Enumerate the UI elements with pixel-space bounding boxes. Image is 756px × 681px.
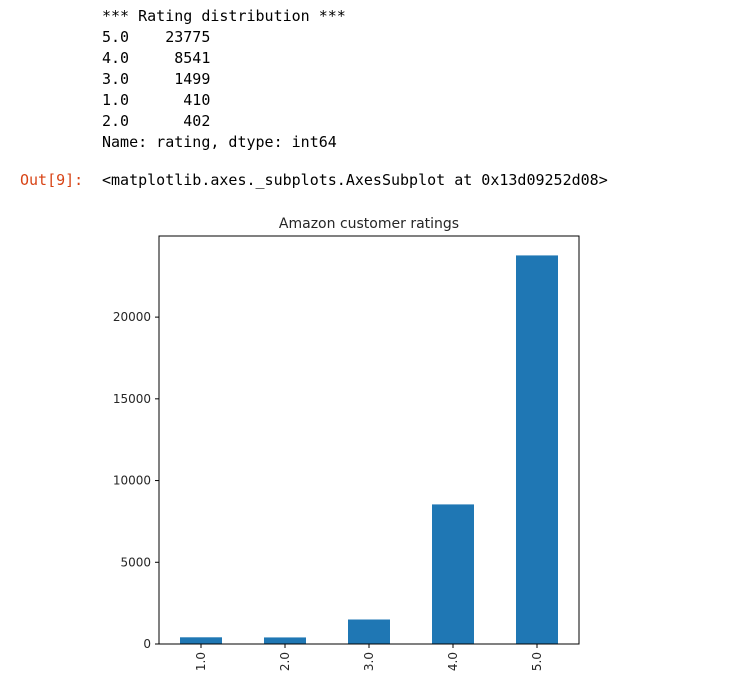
x-tick-label: 4.0: [446, 652, 460, 671]
bar-5.0: [516, 255, 558, 644]
stdout-line: 4.0 8541: [102, 49, 211, 67]
y-axis: 0 5000 10000 15000 20000: [113, 310, 159, 651]
y-tick-label: 10000: [113, 474, 151, 488]
bars-group: [180, 255, 558, 644]
output-repr-text[interactable]: <matplotlib.axes._subplots.AxesSubplot a…: [102, 171, 608, 189]
chart-title: Amazon customer ratings: [279, 216, 459, 232]
x-axis: 1.0 2.0 3.0 4.0 5.0: [194, 644, 544, 671]
bar-chart: Amazon customer ratings 0 5000 10000 15000 2…: [113, 216, 580, 671]
y-tick-label: 0: [143, 637, 151, 651]
x-tick-label: 3.0: [362, 652, 376, 671]
output-prompt: Out[9]:: [20, 171, 84, 189]
x-tick-label: 2.0: [278, 652, 292, 671]
bar-2.0: [264, 637, 306, 644]
y-tick-label: 20000: [113, 310, 151, 324]
y-tick-label: 15000: [113, 392, 151, 406]
bar-1.0: [180, 637, 222, 644]
bar-3.0: [348, 619, 390, 644]
x-tick-label: 1.0: [194, 652, 208, 671]
stdout-line: *** Rating distribution ***: [102, 7, 346, 25]
stdout-line: 3.0 1499: [102, 70, 211, 88]
x-tick-label: 5.0: [530, 652, 544, 671]
stdout-output: *** Rating distribution *** 5.0 23775 4.…: [102, 6, 346, 153]
plot-frame: [158, 235, 580, 645]
y-tick-label: 5000: [120, 555, 151, 569]
stdout-line: 2.0 402: [102, 112, 211, 130]
stdout-line: Name: rating, dtype: int64: [102, 133, 337, 151]
bar-4.0: [432, 504, 474, 644]
stdout-line: 1.0 410: [102, 91, 211, 109]
stdout-line: 5.0 23775: [102, 28, 211, 46]
output-row: Out[9]: <matplotlib.axes._subplots.AxesS…: [0, 170, 756, 192]
